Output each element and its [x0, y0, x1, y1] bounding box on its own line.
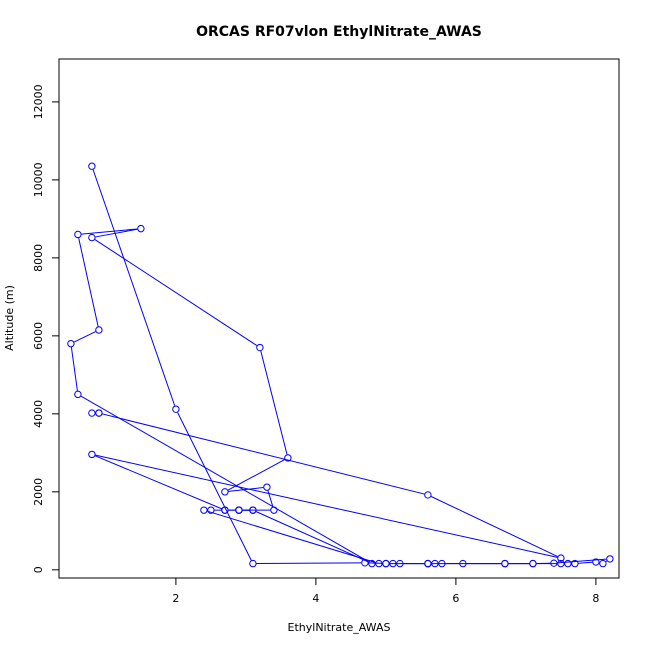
series-0-point-1 — [172, 405, 180, 413]
series-0-point-44 — [249, 506, 257, 514]
series-0-segment-25 — [207, 510, 376, 563]
x-tick-label-0: 2 — [172, 592, 179, 605]
series-0-point-17 — [599, 559, 607, 568]
x-tick-label-2: 6 — [452, 592, 459, 605]
series-0-point-27 — [207, 506, 215, 514]
series-0-segment-40 — [73, 331, 96, 343]
series-0-point-10 — [459, 559, 467, 568]
y-tick-label-6: 12000 — [32, 84, 45, 119]
y-tick-label-5: 10000 — [32, 162, 45, 197]
series-0-point-16 — [592, 558, 600, 566]
series-0-point-33 — [263, 483, 271, 491]
chart-title: ORCAS RF07vlon EthylNitrate_AWAS — [196, 24, 482, 40]
series-points — [67, 162, 614, 568]
series-0-point-26 — [200, 506, 208, 514]
series-0-point-38 — [137, 224, 145, 233]
series-0-point-5 — [389, 559, 397, 568]
y-tick-label-1: 2000 — [32, 478, 45, 506]
series-0-point-19 — [550, 559, 558, 567]
series-0-point-15 — [571, 559, 579, 568]
series-0-segment-17 — [605, 560, 608, 562]
series-0-point-8 — [431, 559, 439, 568]
series-0-segment-15 — [578, 561, 593, 564]
series-0-segment-0 — [92, 169, 176, 406]
x-tick-label-1: 4 — [312, 592, 319, 605]
series-0-segment-36 — [94, 239, 258, 346]
x-tick-label-3: 8 — [592, 592, 599, 605]
series-0-segment-38 — [81, 228, 138, 235]
series-0-segment-47 — [95, 454, 558, 558]
series-0-point-6 — [396, 559, 404, 568]
series-lines — [70, 169, 608, 565]
y-tick-label-4: 8000 — [32, 244, 45, 272]
series-0-segment-1 — [177, 412, 252, 561]
series-0-point-41 — [67, 339, 75, 348]
x-axis: 2 4 6 8 — [172, 578, 599, 605]
series-0-segment-2 — [256, 562, 362, 565]
plot-frame — [58, 58, 620, 579]
y-tick-label-0: 0 — [32, 566, 45, 573]
series-0-point-9 — [438, 559, 446, 568]
series-0-point-36 — [256, 343, 264, 352]
series-0-segment-42 — [80, 395, 370, 563]
series-0-segment-34 — [227, 459, 285, 491]
series-0-segment-48 — [430, 496, 558, 558]
series-0-point-46 — [221, 506, 229, 514]
series-0-point-14 — [564, 559, 572, 568]
series-0-point-3 — [361, 559, 369, 567]
series-0-point-49 — [424, 491, 432, 499]
series-0-point-51 — [95, 409, 103, 417]
series-0-point-45 — [235, 506, 243, 514]
series-0-point-40 — [95, 326, 103, 334]
series-0-segment-37 — [95, 228, 138, 238]
series-0-point-23 — [424, 559, 432, 568]
series-0-segment-35 — [260, 350, 288, 455]
series-0-point-52 — [88, 409, 96, 417]
series-0-point-47 — [88, 450, 96, 459]
series-0-point-18 — [606, 555, 614, 563]
series-0-point-21 — [501, 559, 509, 568]
y-axis: 0 2000 4000 6000 8000 10000 12000 — [32, 84, 59, 573]
series-0-point-20 — [529, 559, 537, 568]
series-0-segment-49 — [102, 413, 425, 495]
series-0-segment-39 — [78, 237, 99, 327]
series-0-point-39 — [74, 230, 82, 239]
series-0-point-0 — [88, 162, 96, 170]
series-0-point-24 — [382, 559, 390, 568]
series-0-point-32 — [270, 506, 278, 514]
series-0-segment-43 — [255, 511, 369, 563]
series-0-point-43 — [368, 559, 376, 568]
series-0-point-37 — [88, 233, 96, 242]
series-0-point-34 — [221, 488, 229, 496]
series-0-point-2 — [249, 559, 257, 568]
series-0-point-25 — [375, 559, 383, 568]
series-0-point-48 — [557, 554, 565, 562]
y-axis-label: Altitude (m) — [3, 285, 16, 351]
series-0-point-13 — [557, 559, 565, 568]
series-0-segment-33 — [228, 487, 264, 492]
x-axis-label: EthylNitrate_AWAS — [288, 621, 391, 634]
series-0-point-42 — [74, 390, 82, 399]
y-tick-label-2: 4000 — [32, 400, 45, 428]
series-0-point-35 — [284, 454, 292, 462]
series-0-segment-46 — [95, 455, 222, 510]
y-tick-label-3: 6000 — [32, 322, 45, 350]
series-0-segment-41 — [70, 347, 78, 391]
